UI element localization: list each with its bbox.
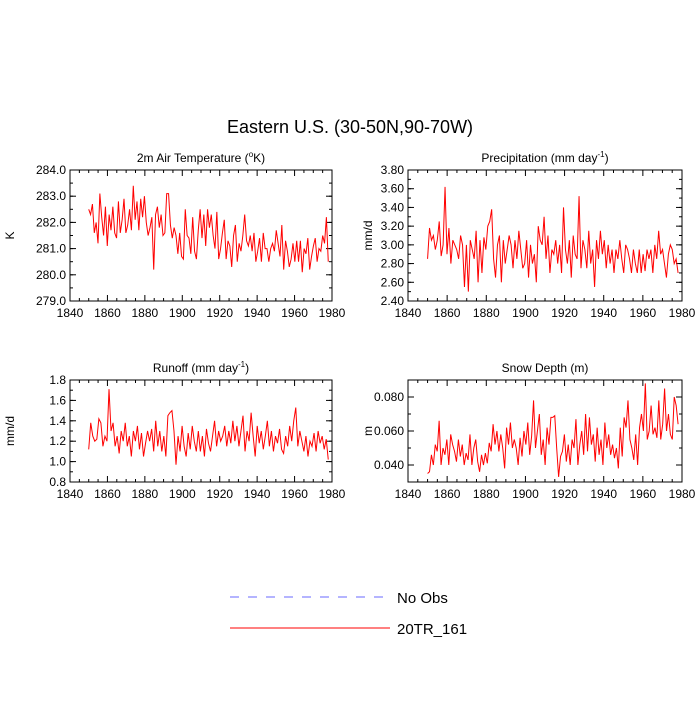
y-tick-label: 2.80 <box>381 257 405 271</box>
y-tick-label: 1.0 <box>49 455 66 469</box>
x-tick-label: 1940 <box>244 487 271 501</box>
x-tick-label: 1980 <box>669 306 696 320</box>
x-tick-label: 1880 <box>473 306 500 320</box>
y-tick-label: 1.2 <box>49 434 66 448</box>
y-axis-label: mm/d <box>361 221 375 251</box>
legend: No Obs 20TR_161 <box>230 590 467 638</box>
y-tick-label: 279.0 <box>36 294 66 308</box>
panel-3: Runoff (mm day-1) mm/d 1840 1860 1880 1900 192… <box>3 360 346 501</box>
x-tick-label: 1860 <box>434 487 461 501</box>
panel-2: Precipitation (mm day-1) mm/d 1840 1860 1880… <box>361 150 696 320</box>
x-tick-label: 1980 <box>319 487 346 501</box>
series-line <box>88 389 329 465</box>
x-tick-label: 1860 <box>434 306 461 320</box>
y-axis-label: K <box>3 231 17 239</box>
legend-label: No Obs <box>397 590 448 607</box>
x-tick-label: 1920 <box>206 306 233 320</box>
plot-frame <box>69 169 333 302</box>
y-tick-label: 1.4 <box>49 414 66 428</box>
y-tick-label: 280.0 <box>36 268 66 282</box>
x-tick-label: 1860 <box>94 306 121 320</box>
x-tick-label: 1920 <box>206 487 233 501</box>
x-tick-label: 1840 <box>395 306 422 320</box>
x-tick-label: 1960 <box>630 306 657 320</box>
x-tick-label: 1900 <box>169 306 196 320</box>
x-tick-label: 1860 <box>94 487 121 501</box>
x-tick-label: 1940 <box>590 306 617 320</box>
panel-title: 2m Air Temperature (oK) <box>137 150 265 165</box>
y-tick-label: 0.8 <box>49 475 66 489</box>
panel-title: Runoff (mm day-1) <box>153 360 249 375</box>
y-axis-label: mm/d <box>3 416 17 446</box>
y-tick-label: 284.0 <box>36 163 66 177</box>
x-tick-label: 1960 <box>281 487 308 501</box>
x-tick-label: 1900 <box>512 487 539 501</box>
x-tick-label: 1840 <box>57 306 84 320</box>
y-tick-label: 1.6 <box>49 393 66 407</box>
legend-label: 20TR_161 <box>397 621 467 638</box>
y-tick-label: 0.060 <box>374 424 404 438</box>
series-line <box>427 383 679 477</box>
legend-item-1: No Obs <box>230 590 448 607</box>
x-tick-label: 1840 <box>395 487 422 501</box>
x-tick-label: 1960 <box>630 487 657 501</box>
y-tick-label: 3.40 <box>381 200 405 214</box>
y-tick-label: 3.80 <box>381 163 405 177</box>
series-line <box>88 185 329 273</box>
y-tick-label: 281.0 <box>36 242 66 256</box>
y-tick-label: 3.60 <box>381 182 405 196</box>
x-tick-label: 1980 <box>669 487 696 501</box>
x-tick-label: 1900 <box>169 487 196 501</box>
panels: 2m Air Temperature (oK) K 1840 1860 1880 1900… <box>3 150 696 501</box>
legend-item-2: 20TR_161 <box>230 621 467 638</box>
y-tick-label: 3.20 <box>381 219 405 233</box>
plot-frame <box>407 379 683 483</box>
figure-title: Eastern U.S. (30-50N,90-70W) <box>227 117 473 137</box>
y-tick-label: 1.8 <box>49 373 66 387</box>
x-tick-label: 1980 <box>319 306 346 320</box>
x-tick-label: 1880 <box>132 306 159 320</box>
x-tick-label: 1960 <box>281 306 308 320</box>
y-tick-label: 282.0 <box>36 215 66 229</box>
x-tick-label: 1880 <box>473 487 500 501</box>
x-tick-label: 1840 <box>57 487 84 501</box>
x-tick-label: 1880 <box>132 487 159 501</box>
panel-4: Snow Depth (m) m 1840 1860 1880 1900 1920 1940 1… <box>361 361 696 501</box>
x-tick-label: 1920 <box>551 306 578 320</box>
panel-1: 2m Air Temperature (oK) K 1840 1860 1880 1900… <box>3 150 346 320</box>
y-tick-label: 283.0 <box>36 189 66 203</box>
y-axis-label: m <box>361 426 375 436</box>
y-tick-label: 0.080 <box>374 390 404 404</box>
x-tick-label: 1940 <box>244 306 271 320</box>
y-tick-label: 2.60 <box>381 275 405 289</box>
y-tick-label: 0.040 <box>374 458 404 472</box>
y-tick-label: 2.40 <box>381 294 405 308</box>
x-tick-label: 1940 <box>590 487 617 501</box>
x-tick-label: 1920 <box>551 487 578 501</box>
panel-title: Precipitation (mm day-1) <box>481 150 608 165</box>
series-line <box>427 186 679 292</box>
panel-title: Snow Depth (m) <box>502 361 589 375</box>
y-tick-label: 3.00 <box>381 238 405 252</box>
x-tick-label: 1900 <box>512 306 539 320</box>
